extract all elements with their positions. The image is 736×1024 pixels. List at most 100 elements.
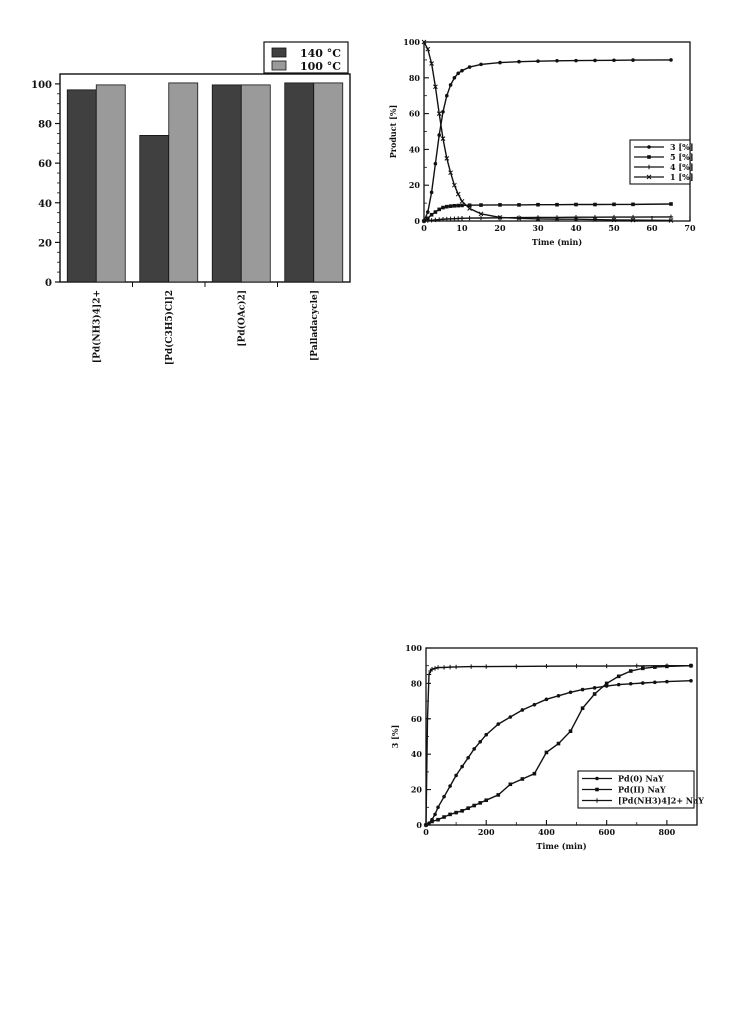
data-point — [425, 218, 430, 223]
y-tick-label: 20 — [411, 785, 423, 795]
data-point — [440, 136, 446, 142]
data-point — [423, 822, 429, 828]
data-point — [460, 809, 464, 813]
bar — [284, 82, 315, 283]
data-point — [466, 806, 470, 810]
data-point — [448, 812, 452, 817]
data-point — [460, 203, 464, 208]
data-point — [604, 681, 609, 686]
data-point — [421, 39, 427, 45]
data-point — [592, 217, 598, 222]
data-point — [592, 692, 597, 696]
data-point — [433, 217, 438, 223]
data-point — [468, 664, 474, 669]
data-point — [616, 674, 621, 679]
data-point — [429, 212, 434, 217]
data-point — [665, 679, 669, 684]
data-point — [544, 750, 549, 755]
data-point — [425, 46, 431, 52]
data-point — [573, 216, 579, 222]
data-point — [440, 217, 446, 222]
data-point — [448, 784, 452, 788]
data-point — [435, 665, 441, 670]
data-point — [668, 218, 674, 223]
legend-swatch — [271, 60, 287, 71]
data-point — [612, 58, 616, 63]
y-tick-label: 60 — [409, 109, 421, 119]
data-point — [459, 216, 465, 221]
data-point — [611, 217, 617, 223]
data-point — [472, 803, 476, 808]
data-point — [536, 202, 540, 207]
data-point — [448, 216, 453, 222]
data-point — [454, 773, 458, 778]
data-point — [467, 65, 472, 69]
y-tick-label: 20 — [409, 180, 421, 190]
data-point — [631, 202, 635, 207]
data-point — [454, 810, 458, 815]
data-point — [456, 203, 460, 208]
data-point — [536, 59, 540, 63]
data-point — [437, 133, 442, 137]
legend-label: 140 °C — [300, 47, 341, 60]
bar — [168, 82, 199, 283]
data-point — [452, 76, 457, 80]
data-point — [452, 182, 457, 188]
data-point — [456, 216, 461, 221]
data-point — [448, 170, 453, 176]
category-label: [Pd(OAc)2] — [236, 290, 247, 347]
data-point — [568, 729, 573, 733]
data-point — [689, 678, 693, 683]
y-tick-label: 60 — [411, 714, 423, 724]
data-point — [429, 667, 435, 672]
data-point — [453, 664, 459, 670]
data-point — [436, 817, 440, 822]
legend-marker — [595, 776, 599, 781]
data-point — [484, 798, 489, 803]
data-point — [517, 203, 521, 207]
data-point — [432, 666, 438, 671]
data-point — [467, 215, 472, 221]
data-point — [592, 686, 597, 690]
legend-label: 4 [%] — [670, 162, 694, 172]
x-tick-label: 800 — [659, 827, 676, 837]
series-line — [423, 59, 672, 222]
x-tick-label: 200 — [478, 827, 495, 837]
data-point — [664, 663, 670, 668]
x-tick-label: 10 — [456, 223, 468, 233]
x-tick-label: 0 — [421, 223, 427, 233]
data-point — [436, 805, 440, 810]
data-point — [556, 693, 561, 698]
data-point — [479, 203, 483, 207]
legend-label: Pd(0) NaY — [618, 774, 664, 784]
data-point — [448, 83, 453, 87]
data-point — [514, 664, 519, 669]
data-point — [479, 62, 483, 67]
data-point — [444, 216, 449, 222]
x-tick-label: 40 — [570, 223, 582, 233]
y-tick-label: 100 — [403, 37, 420, 47]
x-tick-label: 400 — [538, 827, 555, 837]
data-point — [478, 211, 484, 217]
data-point — [616, 682, 621, 687]
legend-marker — [646, 174, 652, 180]
data-point — [452, 216, 457, 221]
y-tick-label: 0 — [414, 216, 420, 226]
data-point — [641, 681, 645, 685]
legend-label: 1 [%] — [670, 172, 694, 182]
data-point — [484, 732, 489, 737]
bar — [95, 84, 126, 283]
data-point — [467, 203, 472, 208]
x-axis-label: Time (min) — [536, 841, 586, 851]
data-point — [426, 210, 430, 214]
y-axis-label: Product [%] — [388, 105, 398, 159]
data-point — [611, 214, 617, 220]
data-point — [604, 663, 609, 669]
y-tick-label: 80 — [38, 120, 52, 131]
data-point — [631, 58, 635, 62]
data-point — [516, 215, 522, 221]
data-point — [653, 665, 657, 669]
data-point — [520, 777, 525, 781]
x-tick-label: 0 — [423, 827, 429, 837]
y-tick-label: 100 — [405, 643, 422, 653]
